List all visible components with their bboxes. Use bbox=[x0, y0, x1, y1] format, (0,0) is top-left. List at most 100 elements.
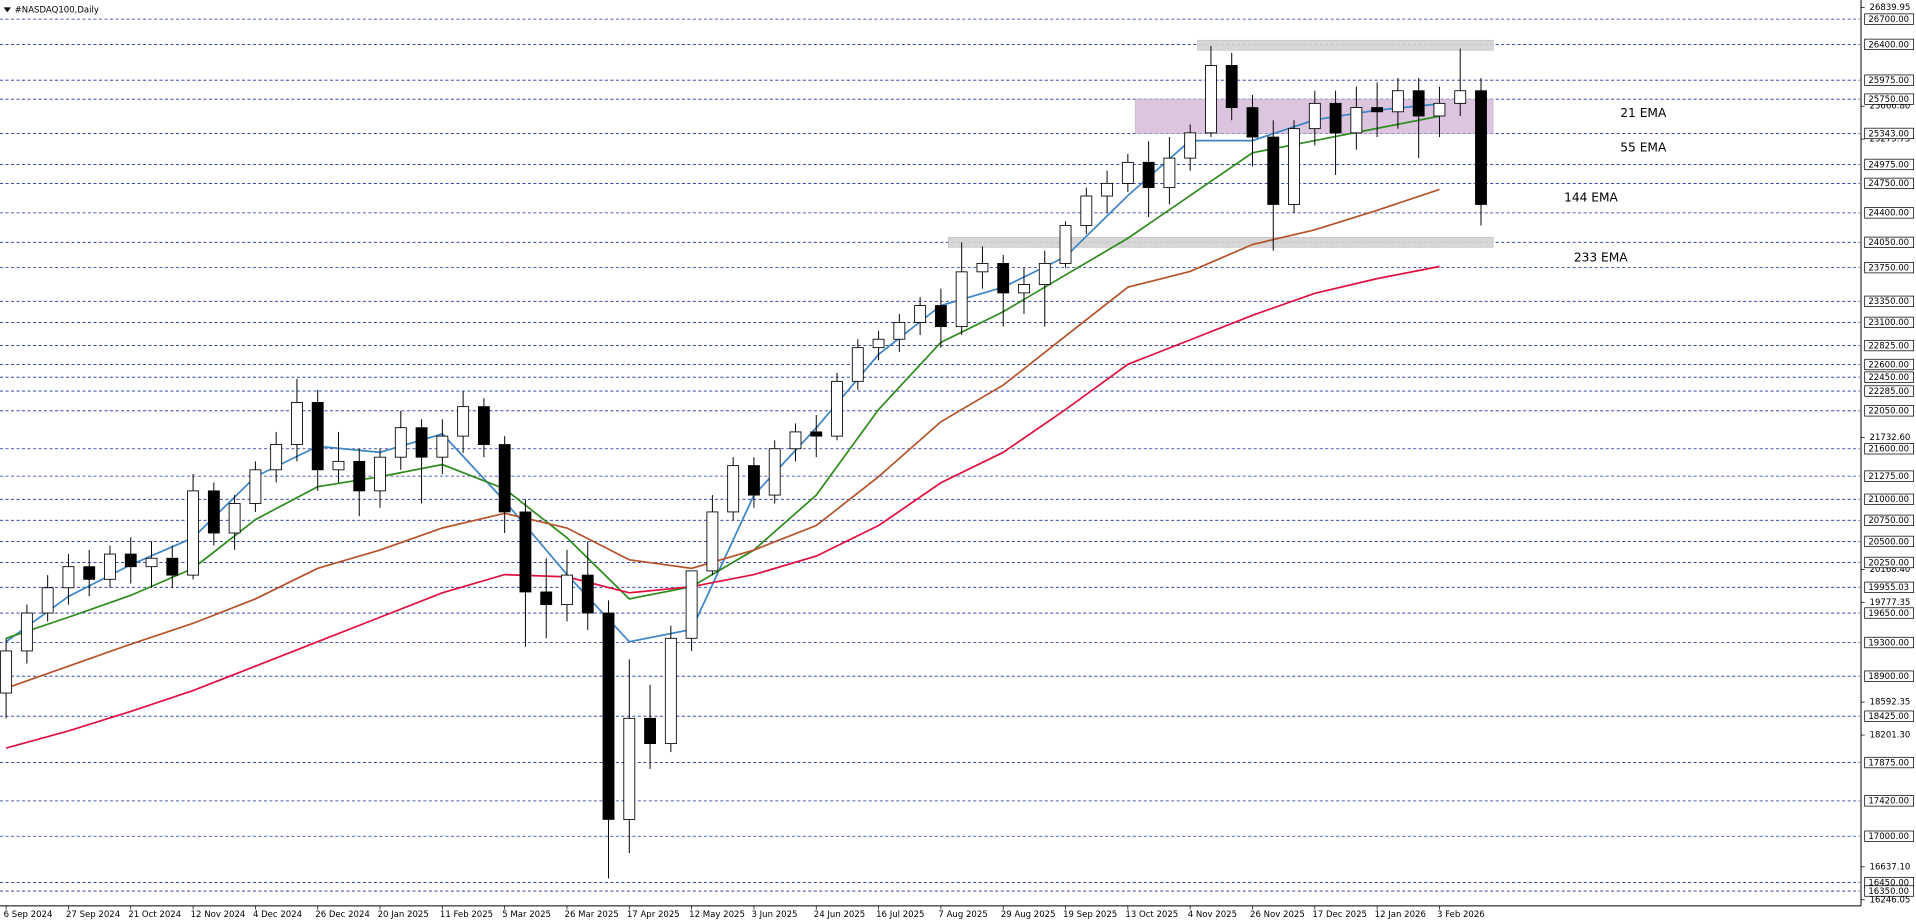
level-label: 22825.00 bbox=[1868, 341, 1909, 351]
candle-body bbox=[374, 456, 386, 492]
y-tick-label: 20168.40 bbox=[1870, 565, 1911, 575]
y-tick-label: 21732.60 bbox=[1870, 433, 1911, 443]
x-tick-label: 26 Mar 2025 bbox=[565, 910, 619, 920]
x-tick-label: 29 Aug 2025 bbox=[1001, 910, 1056, 920]
level-label: 22285.00 bbox=[1868, 387, 1909, 397]
candle-body bbox=[623, 717, 636, 820]
ema-line bbox=[5, 265, 1440, 749]
x-tick-label: 3 Feb 2026 bbox=[1437, 910, 1485, 920]
x-tick-label: 26 Nov 2025 bbox=[1250, 910, 1305, 920]
candle-body bbox=[851, 347, 864, 382]
chart-title: #NASDAQ100,Daily bbox=[15, 5, 99, 15]
candle-body bbox=[810, 431, 823, 437]
candle-body bbox=[436, 435, 449, 458]
level-label-box bbox=[1864, 535, 1914, 548]
level-label: 24975.00 bbox=[1868, 160, 1909, 170]
candle-body bbox=[664, 637, 677, 745]
candle-body bbox=[1184, 132, 1197, 159]
level-label-box bbox=[1864, 443, 1914, 455]
zone bbox=[1197, 39, 1494, 51]
level-label-box bbox=[1864, 127, 1914, 140]
level-label: 25975.00 bbox=[1868, 76, 1909, 86]
x-tick-label: 27 Sep 2024 bbox=[66, 910, 120, 920]
x-tick-label: 12 Jan 2026 bbox=[1375, 910, 1426, 920]
level-label: 25750.00 bbox=[1868, 95, 1909, 105]
candle-body bbox=[20, 612, 33, 652]
axis-layer: 16246.05 16637.10 18201.30 18592.35 19777.35… bbox=[4, 3, 1914, 920]
candle-body bbox=[249, 469, 262, 504]
level-label-box bbox=[1864, 93, 1914, 105]
level-label: 21000.00 bbox=[1868, 495, 1909, 505]
level-label-box bbox=[1864, 405, 1914, 417]
ema-label: 233 EMA bbox=[1574, 250, 1628, 264]
level-label: 16350.00 bbox=[1868, 887, 1909, 897]
x-tick-label: 12 Nov 2024 bbox=[191, 910, 246, 920]
ema-label: 144 EMA bbox=[1564, 191, 1618, 205]
candle-body bbox=[1246, 107, 1259, 138]
candle-body bbox=[145, 557, 158, 568]
x-tick-label: 20 Jan 2025 bbox=[378, 910, 429, 920]
level-label-box bbox=[1864, 316, 1914, 329]
level-label-box bbox=[1864, 339, 1914, 352]
x-tick-label: 7 Aug 2025 bbox=[938, 910, 987, 920]
candle-body bbox=[41, 587, 54, 614]
candle-body bbox=[477, 406, 490, 445]
candle-body bbox=[1101, 182, 1114, 197]
ema-label: 21 EMA bbox=[1620, 106, 1667, 120]
level-label-box bbox=[1864, 885, 1914, 897]
level-label: 22600.00 bbox=[1868, 360, 1909, 370]
candle-layer bbox=[0, 46, 1487, 879]
y-tick-label: 19777.35 bbox=[1870, 598, 1911, 608]
y-tick-label: 16637.10 bbox=[1870, 862, 1911, 872]
candle-body bbox=[1371, 107, 1384, 113]
candle-body bbox=[1308, 102, 1321, 130]
candle-body bbox=[228, 503, 241, 534]
level-label-box bbox=[1864, 262, 1914, 274]
x-tick-label: 6 Sep 2024 bbox=[4, 910, 53, 920]
candle-body bbox=[685, 570, 698, 639]
level-label: 23350.00 bbox=[1868, 297, 1909, 307]
candle-body bbox=[1059, 225, 1072, 264]
level-label-box bbox=[1864, 207, 1914, 219]
candle-body bbox=[1267, 136, 1280, 205]
candle-body bbox=[166, 557, 179, 576]
candle-body bbox=[332, 460, 345, 471]
level-label: 18425.00 bbox=[1868, 712, 1909, 722]
x-tick-label: 12 May 2025 bbox=[689, 910, 745, 920]
candle-body bbox=[1038, 262, 1051, 285]
candle-body bbox=[1121, 161, 1134, 184]
level-label: 21600.00 bbox=[1868, 445, 1909, 455]
x-tick-label: 13 Oct 2025 bbox=[1125, 910, 1178, 920]
x-tick-label: 24 Jun 2025 bbox=[814, 910, 865, 920]
candle-body bbox=[457, 406, 470, 437]
candle-body bbox=[207, 490, 220, 534]
x-tick-label: 17 Dec 2025 bbox=[1312, 910, 1367, 920]
candle-body bbox=[1205, 65, 1217, 134]
level-label-box bbox=[1864, 830, 1914, 842]
candle-body bbox=[270, 444, 283, 471]
menu-arrow[interactable] bbox=[3, 7, 11, 13]
grid-layer bbox=[0, 18, 1860, 892]
level-label: 19650.00 bbox=[1868, 609, 1909, 619]
candle-body bbox=[104, 553, 116, 580]
candle-body bbox=[602, 612, 615, 820]
level-label-box bbox=[1864, 581, 1914, 593]
level-label: 22450.00 bbox=[1868, 373, 1909, 383]
level-label-box bbox=[1864, 607, 1914, 619]
level-label: 26400.00 bbox=[1868, 40, 1909, 50]
candle-body bbox=[124, 553, 137, 568]
level-label: 19300.00 bbox=[1868, 638, 1909, 648]
level-label: 23100.00 bbox=[1868, 318, 1909, 328]
candle-body bbox=[540, 591, 553, 606]
level-label-box bbox=[1864, 158, 1914, 171]
candle-body bbox=[997, 262, 1010, 294]
x-tick-label: 11 Feb 2025 bbox=[440, 910, 493, 920]
candle-body bbox=[0, 650, 13, 694]
level-label-box bbox=[1864, 514, 1914, 526]
level-label-box bbox=[1864, 177, 1914, 190]
candle-body bbox=[644, 717, 656, 745]
candle-body bbox=[768, 448, 781, 496]
x-tick-label: 4 Nov 2025 bbox=[1188, 910, 1237, 920]
level-label: 24050.00 bbox=[1868, 238, 1909, 248]
